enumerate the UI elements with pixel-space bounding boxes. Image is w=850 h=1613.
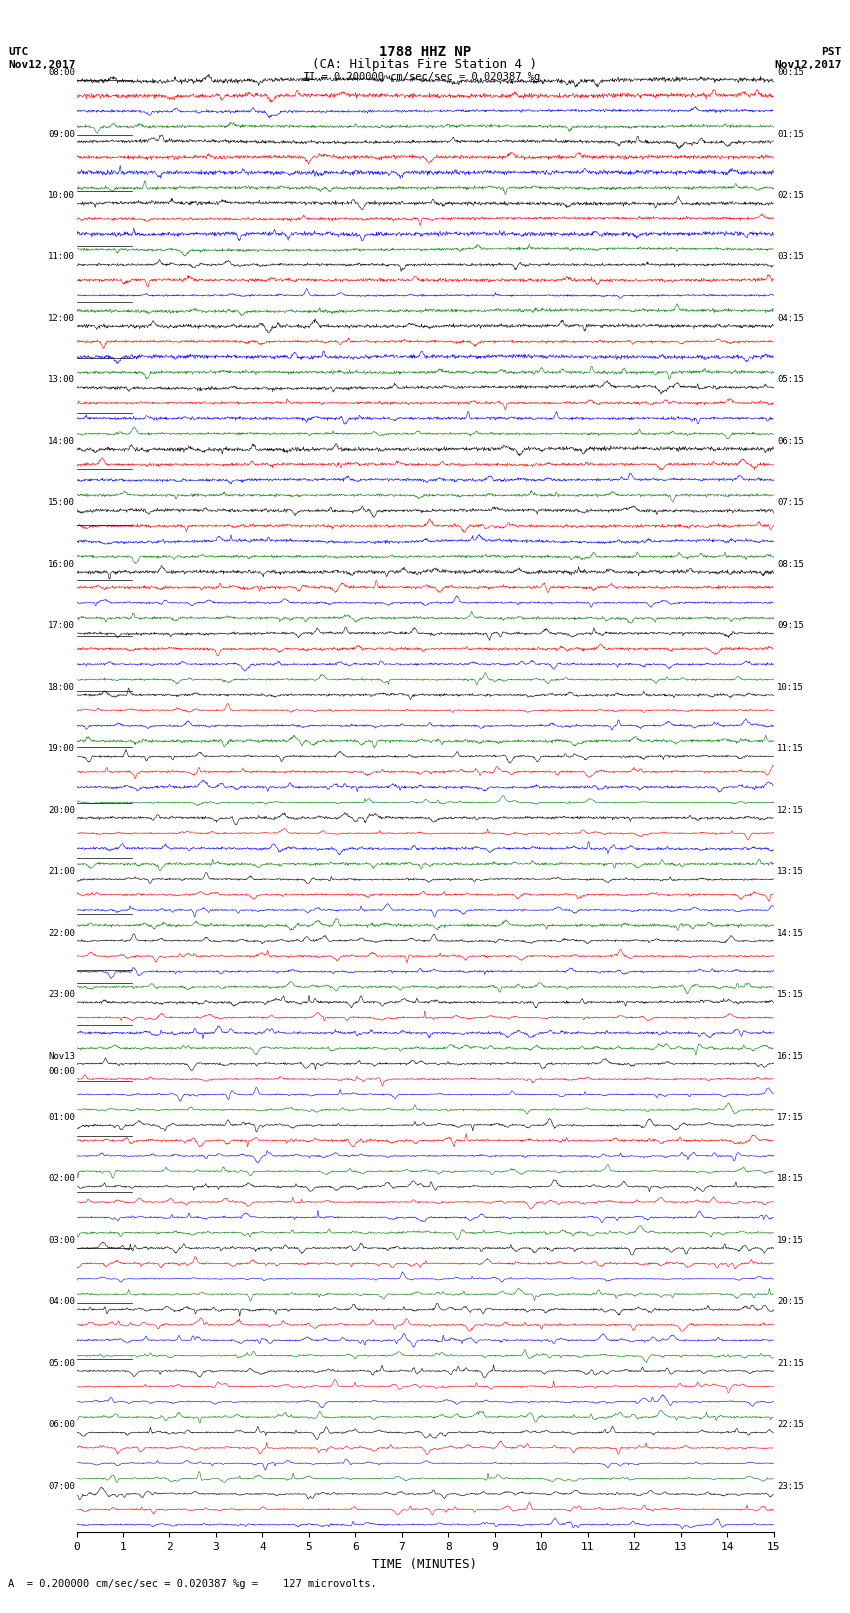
- Text: 05:15: 05:15: [777, 376, 804, 384]
- Text: 16:15: 16:15: [777, 1052, 804, 1060]
- Text: I = 0.200000 cm/sec/sec = 0.020387 %g: I = 0.200000 cm/sec/sec = 0.020387 %g: [309, 73, 541, 82]
- Text: 16:00: 16:00: [48, 560, 75, 569]
- Text: 23:15: 23:15: [777, 1482, 804, 1490]
- Text: 22:00: 22:00: [48, 929, 75, 937]
- Text: 21:15: 21:15: [777, 1358, 804, 1368]
- Text: 03:15: 03:15: [777, 253, 804, 261]
- Text: 11:00: 11:00: [48, 253, 75, 261]
- Text: I: I: [303, 71, 309, 84]
- Text: 00:15: 00:15: [777, 68, 804, 77]
- Text: Nov13: Nov13: [48, 1052, 75, 1060]
- Text: 20:00: 20:00: [48, 805, 75, 815]
- Text: 18:00: 18:00: [48, 682, 75, 692]
- Text: 04:15: 04:15: [777, 315, 804, 323]
- Text: 13:15: 13:15: [777, 868, 804, 876]
- Text: 09:15: 09:15: [777, 621, 804, 631]
- Text: 07:15: 07:15: [777, 498, 804, 508]
- Text: 22:15: 22:15: [777, 1421, 804, 1429]
- Text: 06:15: 06:15: [777, 437, 804, 445]
- Text: 10:15: 10:15: [777, 682, 804, 692]
- Text: 17:00: 17:00: [48, 621, 75, 631]
- Text: 01:15: 01:15: [777, 129, 804, 139]
- Text: Nov12,2017: Nov12,2017: [774, 60, 842, 69]
- Text: 15:00: 15:00: [48, 498, 75, 508]
- Text: 14:00: 14:00: [48, 437, 75, 445]
- Text: 23:00: 23:00: [48, 990, 75, 998]
- X-axis label: TIME (MINUTES): TIME (MINUTES): [372, 1558, 478, 1571]
- Text: 07:00: 07:00: [48, 1482, 75, 1490]
- Text: Nov12,2017: Nov12,2017: [8, 60, 76, 69]
- Text: 12:00: 12:00: [48, 315, 75, 323]
- Text: 01:00: 01:00: [48, 1113, 75, 1123]
- Text: 02:15: 02:15: [777, 190, 804, 200]
- Text: 06:00: 06:00: [48, 1421, 75, 1429]
- Text: 02:00: 02:00: [48, 1174, 75, 1184]
- Text: (CA: Hilpitas Fire Station 4 ): (CA: Hilpitas Fire Station 4 ): [313, 58, 537, 71]
- Text: 1788 HHZ NP: 1788 HHZ NP: [379, 45, 471, 58]
- Text: 05:00: 05:00: [48, 1358, 75, 1368]
- Text: UTC: UTC: [8, 47, 29, 56]
- Text: 12:15: 12:15: [777, 805, 804, 815]
- Text: 15:15: 15:15: [777, 990, 804, 998]
- Text: A  = 0.200000 cm/sec/sec = 0.020387 %g =    127 microvolts.: A = 0.200000 cm/sec/sec = 0.020387 %g = …: [8, 1579, 377, 1589]
- Text: 09:00: 09:00: [48, 129, 75, 139]
- Text: 17:15: 17:15: [777, 1113, 804, 1123]
- Text: PST: PST: [821, 47, 842, 56]
- Text: 19:15: 19:15: [777, 1236, 804, 1245]
- Text: 04:00: 04:00: [48, 1297, 75, 1307]
- Text: 20:15: 20:15: [777, 1297, 804, 1307]
- Text: 14:15: 14:15: [777, 929, 804, 937]
- Text: 13:00: 13:00: [48, 376, 75, 384]
- Text: 08:15: 08:15: [777, 560, 804, 569]
- Text: 18:15: 18:15: [777, 1174, 804, 1184]
- Text: 19:00: 19:00: [48, 744, 75, 753]
- Text: 00:00: 00:00: [48, 1066, 75, 1076]
- Text: 11:15: 11:15: [777, 744, 804, 753]
- Text: 21:00: 21:00: [48, 868, 75, 876]
- Text: 03:00: 03:00: [48, 1236, 75, 1245]
- Text: 08:00: 08:00: [48, 68, 75, 77]
- Text: 10:00: 10:00: [48, 190, 75, 200]
